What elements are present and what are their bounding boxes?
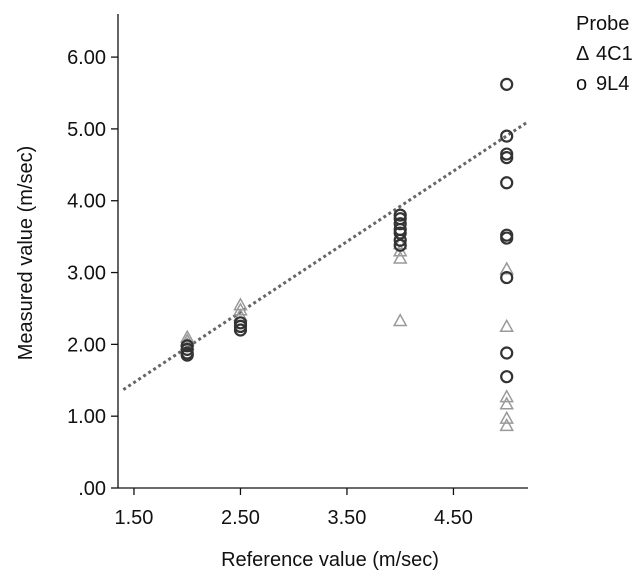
y-tick-label: 3.00	[67, 263, 106, 285]
point-4c1	[499, 389, 514, 403]
point-9l4	[500, 129, 514, 143]
y-tick-label: 6.00	[67, 47, 106, 69]
x-tick-label: 3.50	[327, 507, 366, 529]
point-9l4	[500, 151, 514, 165]
y-tick-label: 2.00	[67, 334, 106, 356]
x-tick-label: 1.50	[115, 507, 154, 529]
y-tick-label: .00	[78, 478, 106, 500]
legend-label-9l4: 9L4	[596, 73, 629, 95]
x-tick-label: 2.50	[221, 507, 260, 529]
point-9l4	[393, 238, 407, 252]
legend-label-4c1: 4C1	[596, 43, 633, 65]
point-9l4	[233, 323, 248, 337]
point-9l4	[393, 217, 407, 231]
point-9l4	[180, 348, 194, 362]
point-9l4	[500, 370, 514, 384]
point-9l4	[500, 77, 514, 91]
point-4c1	[233, 302, 248, 316]
x-tick-label: 4.50	[434, 507, 473, 529]
y-tick-label: 1.00	[67, 406, 106, 428]
y-ticks: .00 1.00 2.00 3.00 4.00 5.00 6.00	[67, 47, 118, 500]
y-axis-title: Measured value (m/sec)	[15, 146, 37, 361]
point-4c1	[392, 250, 408, 264]
x-ticks: 1.50 2.50 3.50 4.50	[115, 488, 473, 529]
point-4c1	[499, 396, 514, 410]
point-9l4	[500, 270, 514, 285]
point-9l4	[393, 226, 407, 240]
point-9l4	[500, 346, 514, 360]
point-9l4	[500, 176, 514, 190]
axes	[117, 14, 528, 489]
point-4c1	[179, 329, 195, 343]
legend: Probe Δ 4C1 o 9L4	[576, 13, 633, 95]
point-9l4	[500, 231, 514, 245]
points-layer	[179, 77, 514, 432]
point-4c1	[392, 236, 408, 250]
y-tick-label: 5.00	[67, 119, 106, 141]
point-9l4	[393, 233, 407, 247]
legend-title: Probe	[576, 13, 629, 35]
x-axis-title: Reference value (m/sec)	[221, 549, 439, 571]
point-4c1	[499, 417, 514, 432]
legend-symbol-9l4: o	[576, 73, 587, 95]
legend-symbol-4c1: Δ	[576, 43, 589, 65]
y-tick-label: 4.00	[67, 191, 106, 213]
point-4c1	[499, 410, 514, 424]
point-4c1	[392, 313, 408, 327]
point-4c1	[499, 318, 514, 332]
point-4c1	[499, 261, 514, 275]
